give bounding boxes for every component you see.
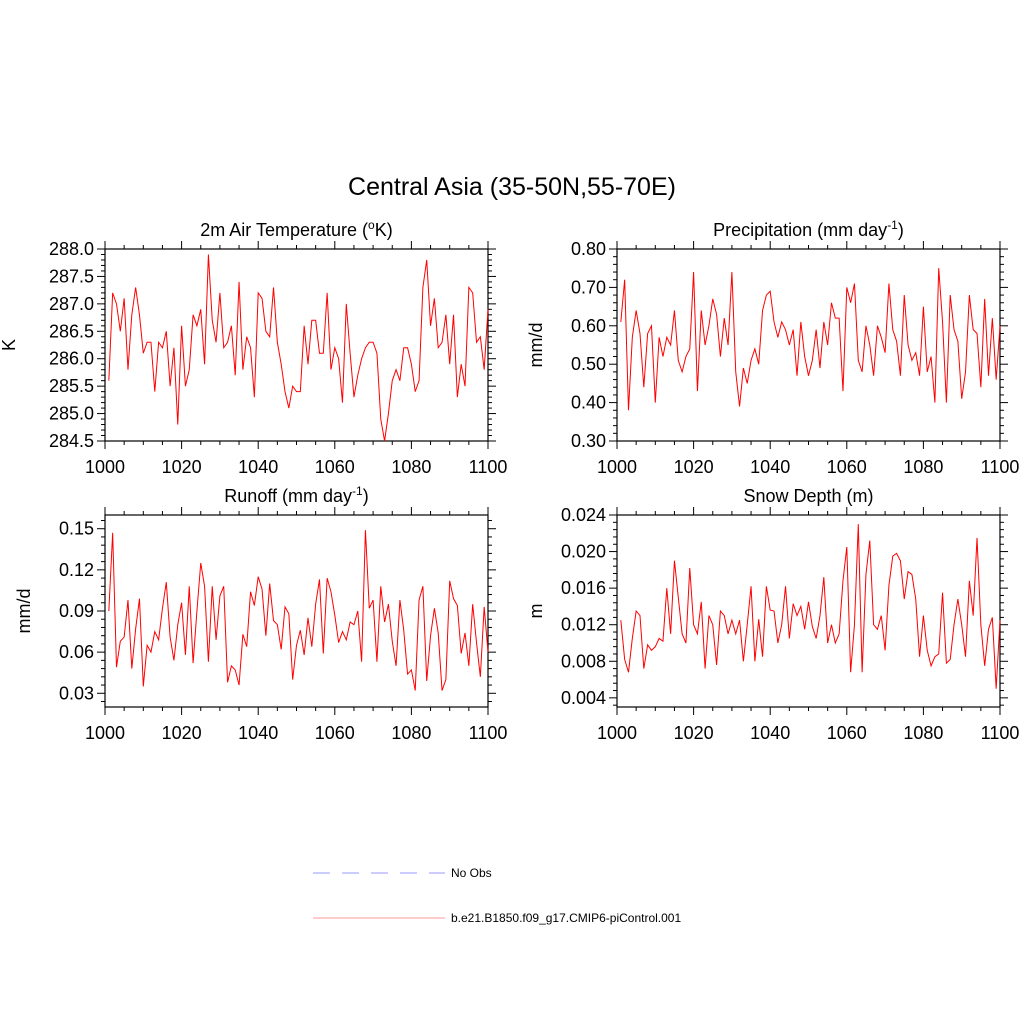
plot-frame: [616, 514, 1001, 708]
x-tick-label: 1020: [674, 457, 714, 477]
x-tick-label: 1080: [391, 723, 431, 743]
series-line-runoff: [108, 530, 489, 691]
y-tick-label: 286.0: [49, 349, 94, 369]
panel-precipitation: 1000 1020 1040 1060 1080 1100 0.30 0.40 0.50 0.60…: [526, 218, 1019, 477]
panel-temperature: 1000 1020 1040 1060 1080 1100 284.5 285.0 285.5 2…: [0, 218, 507, 477]
x-tick-label: 1080: [391, 457, 431, 477]
y-tick-label: 0.004: [561, 688, 606, 708]
y-tick-label: 0.06: [59, 642, 94, 662]
y-tick-label: 288.0: [49, 239, 94, 259]
y-tick-label: 0.020: [561, 542, 606, 562]
x-tick-label: 1060: [315, 723, 355, 743]
x-tick-label: 1000: [597, 457, 637, 477]
x-tick-label: 1020: [674, 723, 714, 743]
x-tick-label: 1020: [162, 457, 202, 477]
series-line-snow-depth: [620, 524, 1001, 689]
panel-title: Runoff (mm day-1): [224, 484, 368, 506]
y-tick-label: 0.03: [59, 683, 94, 703]
y-tick-label: 287.5: [49, 266, 94, 286]
series-line-precipitation: [620, 268, 1001, 411]
x-tick-label: 1100: [469, 723, 508, 743]
x-tick-label: 1000: [85, 457, 125, 477]
y-axis-label: m: [526, 604, 546, 619]
y-tick-label: 0.008: [561, 651, 606, 671]
x-tick-label: 1040: [750, 723, 790, 743]
y-axis-label: mm/d: [14, 589, 34, 634]
y-tick-label: 286.5: [49, 321, 94, 341]
panel-title: Precipitation (mm day-1): [713, 218, 904, 240]
y-tick-label: 0.70: [571, 277, 606, 297]
x-tick-label: 1100: [981, 457, 1020, 477]
y-tick-label: 284.5: [49, 431, 94, 451]
y-tick-label: 0.024: [561, 505, 606, 525]
y-tick-label: 0.40: [571, 393, 606, 413]
y-tick-label: 0.80: [571, 239, 606, 259]
x-tick-label: 1020: [162, 723, 202, 743]
y-tick-label: 0.12: [59, 560, 94, 580]
y-tick-label: 0.016: [561, 578, 606, 598]
y-tick-label: 287.0: [49, 294, 94, 314]
x-tick-label: 1080: [903, 457, 943, 477]
x-tick-label: 1040: [238, 457, 278, 477]
legend-label-model: b.e21.B1850.f09_g17.CMIP6-piControl.001: [451, 911, 681, 925]
x-tick-label: 1060: [827, 457, 867, 477]
y-tick-label: 0.012: [561, 615, 606, 635]
x-tick-label: 1080: [903, 723, 943, 743]
legend: No Obs b.e21.B1850.f09_g17.CMIP6-piContr…: [313, 866, 681, 925]
y-tick-label: 285.5: [49, 376, 94, 396]
series-line-temperature: [108, 254, 489, 442]
x-tick-label: 1000: [597, 723, 637, 743]
panel-title: Snow Depth (m): [743, 486, 873, 506]
panel-runoff: 1000 1020 1040 1060 1080 1100 0.03 0.06 0.09 0.12…: [14, 484, 507, 743]
x-tick-label: 1040: [238, 723, 278, 743]
y-tick-label: 0.60: [571, 316, 606, 336]
y-tick-label: 0.30: [571, 431, 606, 451]
x-tick-label: 1100: [981, 723, 1020, 743]
x-tick-label: 1060: [315, 457, 355, 477]
plot-frame: [616, 248, 1001, 442]
plot-frame: [104, 248, 489, 442]
panels: 1000 1020 1040 1060 1080 1100 284.5 285.0 285.5 2…: [0, 218, 1019, 743]
y-tick-label: 0.15: [59, 519, 94, 539]
x-tick-label: 1100: [469, 457, 508, 477]
y-tick-label: 0.50: [571, 354, 606, 374]
x-tick-label: 1060: [827, 723, 867, 743]
x-tick-label: 1040: [750, 457, 790, 477]
y-axis-label: mm/d: [526, 323, 546, 368]
x-tick-label: 1000: [85, 723, 125, 743]
y-tick-label: 285.0: [49, 404, 94, 424]
legend-label-no-obs: No Obs: [451, 866, 492, 880]
panel-title: 2m Air Temperature (oK): [200, 218, 392, 240]
figure-title: Central Asia (35-50N,55-70E): [348, 173, 676, 201]
y-axis-label: K: [0, 339, 19, 351]
panel-snow-depth: 1000 1020 1040 1060 1080 1100 0.004 0.008 0.012 0…: [526, 486, 1019, 743]
y-tick-label: 0.09: [59, 601, 94, 621]
